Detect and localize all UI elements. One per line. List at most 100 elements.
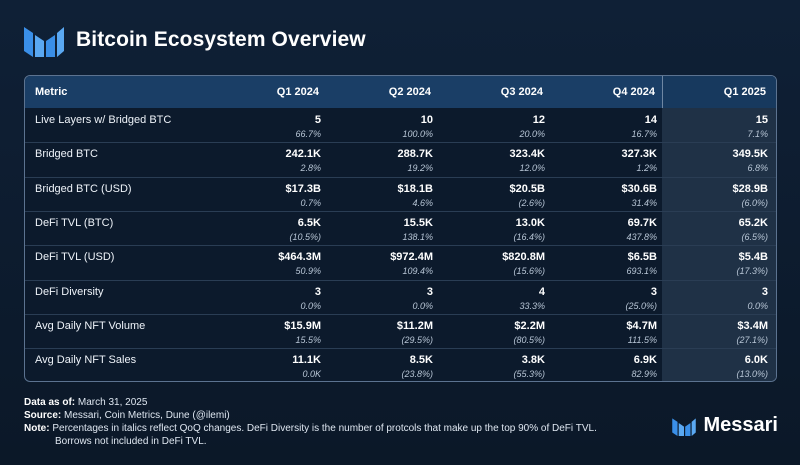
table-row: Bridged BTC 242.1K 2.8% 288.7K 19.2% 323.4K 12… [25,143,776,177]
cell-value: $3.4M [737,319,768,332]
row-divider [25,176,776,178]
cell-change: 4.6% [412,197,433,208]
brand-name: Messari [703,414,779,436]
metric-label: Bridged BTC (USD) [35,182,132,195]
metric-label: DeFi TVL (USD) [35,251,115,264]
cell-value: 327.3K [621,148,657,161]
row-divider [25,210,776,212]
column-header-metric: Metric [35,86,68,98]
page-header: Bitcoin Ecosystem Overview [24,20,366,60]
cell-value: 3.8K [521,354,545,367]
row-divider [25,142,776,144]
metric-label: DeFi Diversity [35,285,104,298]
highlight-column-header [662,76,776,108]
column-header-q2-2024: Q2 2024 [388,86,431,98]
source-line: Source: Messari, Coin Metrics, Dune (@il… [24,410,230,421]
row-divider [25,348,776,350]
note-line: Note: Percentages in italics reflect QoQ… [24,423,597,434]
table-row: DeFi TVL (BTC) 6.5K (10.5%) 15.5K 138.1% 13.0… [25,212,776,246]
brand-footer: Messari [671,414,779,437]
cell-change: 31.4% [631,197,657,208]
messari-logo-icon [24,27,64,57]
cell-value: 10 [420,114,433,126]
cell-value: $18.1B [397,182,433,195]
cell-change: (15.6%) [513,266,545,277]
cell-change: 7.1% [747,129,768,139]
metric-label: Live Layers w/ Bridged BTC [35,114,172,126]
note-line-2: Borrows not included in DeFi TVL. [55,436,207,447]
cell-change: 66.7% [295,129,321,139]
cell-change: (80.5%) [513,334,545,345]
cell-value: $4.7M [626,319,657,332]
cell-value: 5 [314,114,321,126]
messari-logo-icon [671,417,696,436]
cell-value: $28.9B [732,182,768,195]
cell-change: 2.8% [300,163,321,174]
cell-value: $464.3M [278,251,321,264]
cell-value: 6.0K [744,354,768,367]
cell-change: (55.3%) [513,369,545,380]
cell-change: 109.4% [402,266,433,277]
cell-change: 100.0% [402,129,433,139]
cell-value: 323.4K [509,148,545,161]
cell-value: 13.0K [515,216,545,229]
metric-label: Avg Daily NFT Volume [35,319,146,332]
cell-change: 19.2% [407,163,433,174]
cell-change: 0.7% [300,197,321,208]
cell-value: 4 [538,285,545,298]
cell-value: 11.1K [292,354,321,367]
cell-change: 6.8% [747,163,768,174]
cell-value: 3 [761,285,768,298]
cell-value: $6.5B [627,251,657,264]
cell-change: 12.0% [519,163,545,174]
cell-change: 33.3% [519,300,545,311]
cell-change: 0.0% [300,300,321,311]
cell-change: 82.9% [631,369,657,380]
cell-change: (13.0%) [736,369,768,380]
column-header-q1-2024: Q1 2024 [276,86,319,98]
cell-change: (6.0%) [741,197,768,208]
cell-change: (23.8%) [401,369,433,380]
cell-change: 0.0K [302,369,321,380]
cell-value: 14 [644,114,657,126]
cell-change: 437.8% [626,231,657,242]
table-row: DeFi TVL (USD) $464.3M 50.9% $972.4M 109.4% $… [25,246,776,280]
cell-value: 3 [314,285,321,298]
cell-value: 6.9K [633,354,657,367]
metric-label: DeFi TVL (BTC) [35,216,114,229]
cell-value: 242.1K [285,148,321,161]
cell-change: (16.4%) [513,231,545,242]
cell-value: 12 [532,114,545,126]
cell-value: 8.5K [409,354,433,367]
highlight-column [662,76,776,381]
cell-value: $15.9M [284,319,321,332]
cell-change: (25.0%) [625,300,657,311]
cell-change: (10.5%) [289,231,321,242]
table-row: Bridged BTC (USD) $17.3B 0.7% $18.1B 4.6% $20… [25,178,776,212]
cell-value: $2.2M [514,319,545,332]
overview-table: Metric Q1 2024 Q2 2024 Q3 2024 Q4 2024 Q1 202… [24,75,777,382]
column-header-q3-2024: Q3 2024 [500,86,543,98]
page-title: Bitcoin Ecosystem Overview [76,28,366,51]
cell-change: 111.5% [627,334,657,345]
cell-change: 138.1% [402,231,433,242]
cell-value: 349.5K [732,148,768,161]
cell-change: 15.5% [295,334,321,345]
row-divider [25,279,776,281]
cell-change: (6.5%) [741,231,768,242]
metric-label: Avg Daily NFT Sales [35,354,137,367]
cell-change: 50.9% [295,266,321,277]
table-header: Metric Q1 2024 Q2 2024 Q3 2024 Q4 2024 Q1 202… [25,76,776,108]
table-row: Avg Daily NFT Volume $15.9M 15.5% $11.2M (29… [25,315,776,349]
cell-change: 693.1% [626,266,657,277]
column-header-q1-2025: Q1 2025 [723,86,766,98]
cell-change: 1.2% [636,163,657,174]
cell-value: $17.3B [285,182,321,195]
row-divider [25,245,776,247]
cell-value: 15 [755,114,768,126]
cell-value: 3 [426,285,433,298]
cell-value: $5.4B [738,251,768,264]
table-row: Live Layers w/ Bridged BTC 5 66.7% 10 100.0%… [25,109,776,143]
cell-change: 20.0% [519,129,545,139]
cell-change: 16.7% [631,129,657,139]
